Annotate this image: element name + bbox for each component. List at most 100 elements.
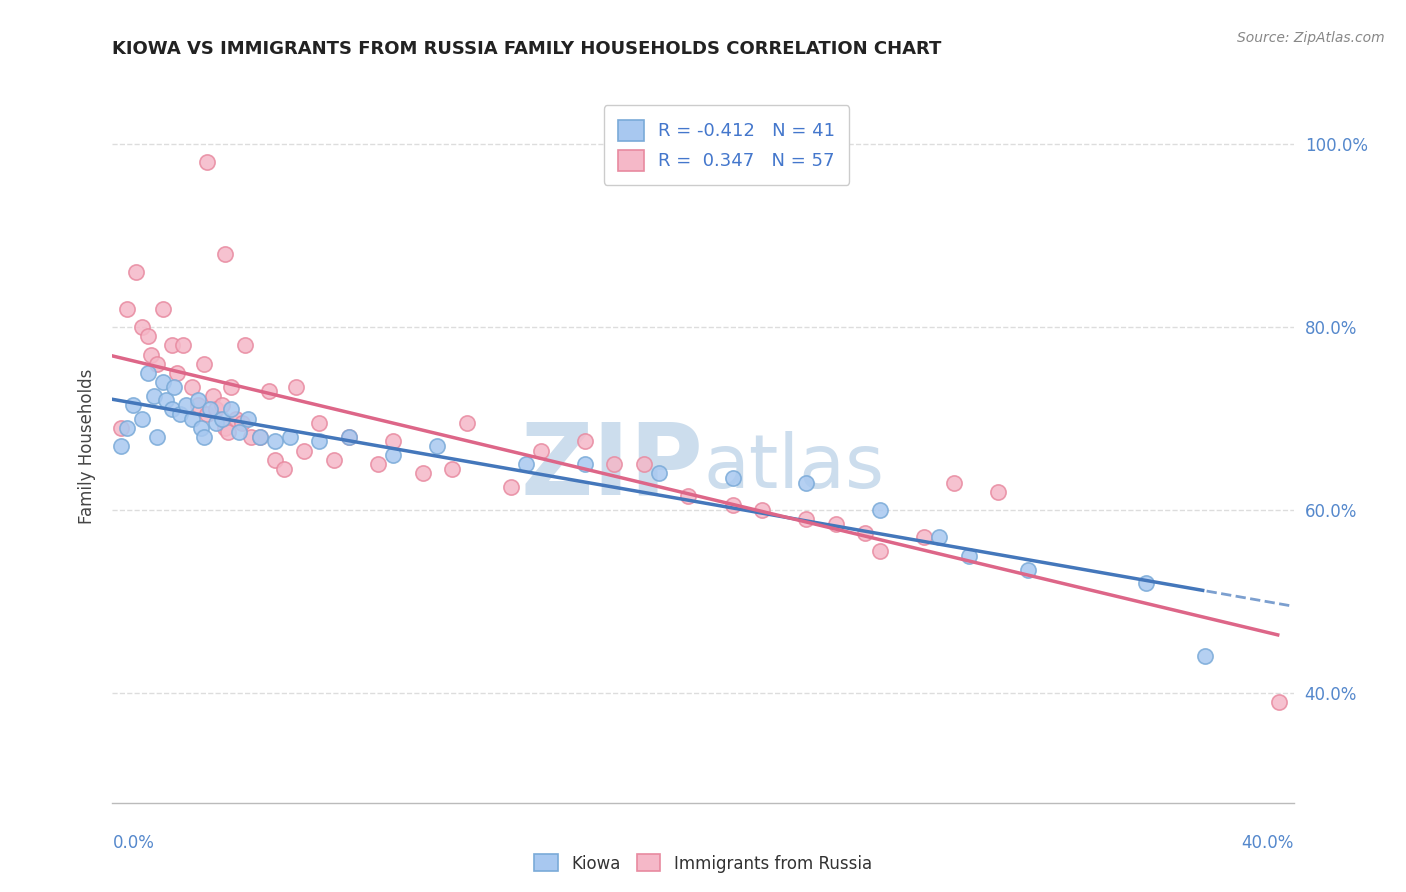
Point [869,503,891,517]
Point [214,247,236,261]
Point [117,420,138,434]
Point [515,458,537,472]
Point [139,347,162,361]
Point [249,430,271,444]
Point [136,366,159,380]
Point [308,416,330,430]
Point [187,398,209,412]
Point [678,489,700,503]
Point [211,411,233,425]
Point [190,420,212,434]
Point [574,434,596,449]
Point [193,357,215,371]
Text: 0.0%: 0.0% [112,834,155,852]
Point [529,443,551,458]
Point [163,379,186,393]
Point [382,448,405,462]
Point [217,425,239,440]
Point [155,393,177,408]
Point [855,525,877,540]
Point [174,398,197,412]
Point [284,379,307,393]
Point [928,531,950,545]
Point [181,411,204,425]
Point [824,516,846,531]
Text: ZIP: ZIP [520,419,703,516]
Y-axis label: Family Households: Family Households [77,368,96,524]
Point [110,439,132,453]
Point [337,430,360,444]
Point [219,402,242,417]
Point [441,462,464,476]
Point [195,407,218,421]
Point [240,430,263,444]
Point [146,357,169,371]
Point [160,338,183,352]
Point [205,402,228,417]
Point [169,407,191,421]
Point [214,420,236,434]
Point [225,411,247,425]
Point [987,484,1010,499]
Legend: R = -0.412   N = 41, R =  0.347   N = 57: R = -0.412 N = 41, R = 0.347 N = 57 [603,105,849,185]
Point [501,480,523,494]
Point [110,420,132,434]
Point [574,458,596,472]
Point [131,320,153,334]
Point [201,389,224,403]
Point [122,398,145,412]
Point [412,467,434,481]
Point [323,452,346,467]
Point [146,430,169,444]
Point [264,434,287,449]
Text: 40.0%: 40.0% [1241,834,1294,852]
Point [131,411,153,425]
Point [292,443,315,458]
Point [152,375,174,389]
Point [181,379,204,393]
Point [166,366,188,380]
Point [721,499,744,513]
Point [228,425,250,440]
Point [238,411,260,425]
Point [603,458,626,472]
Point [796,475,818,490]
Point [957,549,980,563]
Point [249,430,271,444]
Point [257,384,280,398]
Point [195,155,218,169]
Point [125,265,148,279]
Point [198,402,221,417]
Text: atlas: atlas [703,431,884,504]
Point [367,458,389,472]
Point [914,531,936,545]
Point [264,452,287,467]
Point [231,416,253,430]
Point [751,503,773,517]
Point [193,430,215,444]
Point [1268,695,1291,709]
Point [117,301,138,316]
Point [172,338,194,352]
Point [233,338,256,352]
Text: KIOWA VS IMMIGRANTS FROM RUSSIA FAMILY HOUSEHOLDS CORRELATION CHART: KIOWA VS IMMIGRANTS FROM RUSSIA FAMILY H… [112,40,942,58]
Point [187,393,209,408]
Point [1135,576,1157,591]
Point [136,329,159,343]
Point [160,402,183,417]
Point [273,462,295,476]
Point [219,379,242,393]
Point [337,430,360,444]
Point [942,475,965,490]
Point [426,439,449,453]
Point [721,471,744,485]
Point [308,434,330,449]
Point [1194,649,1216,664]
Point [647,467,671,481]
Point [456,416,478,430]
Point [278,430,301,444]
Point [142,389,165,403]
Point [205,416,228,430]
Point [796,512,818,526]
Point [211,398,233,412]
